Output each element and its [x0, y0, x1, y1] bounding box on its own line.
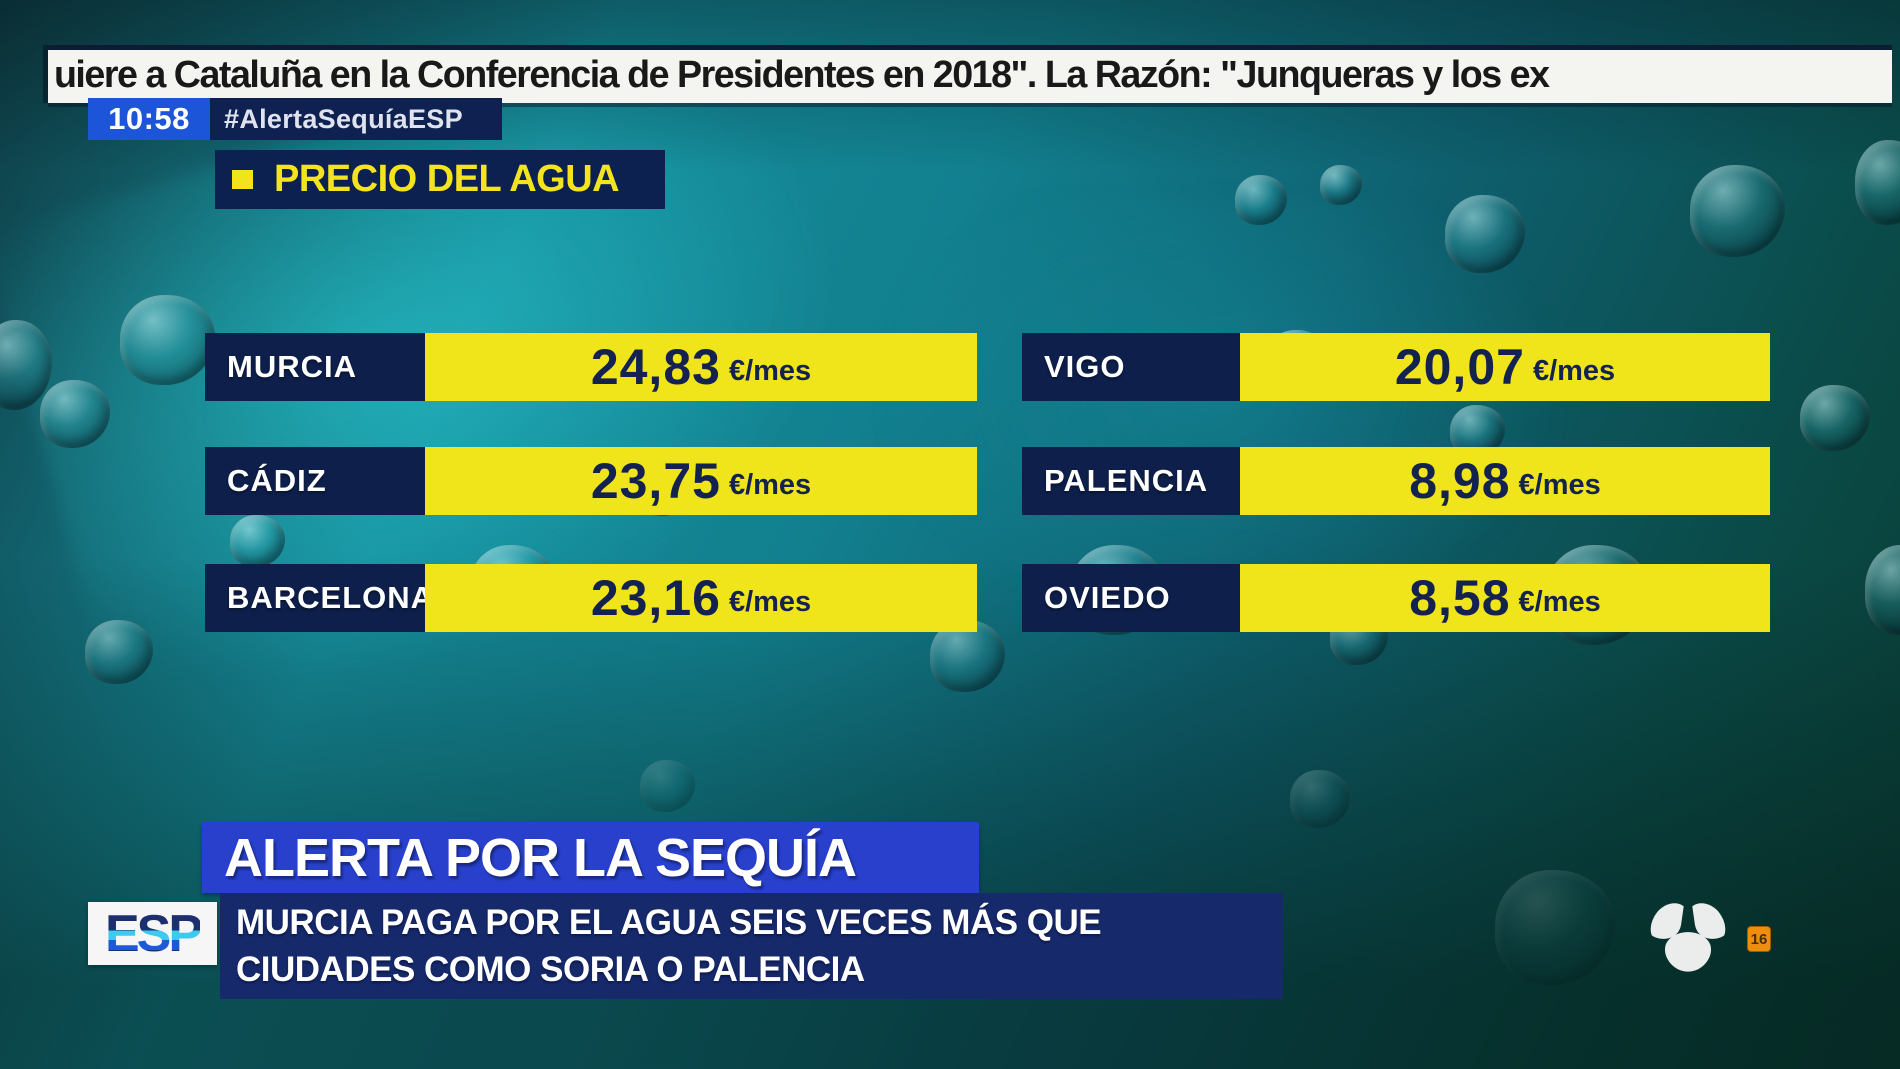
price-value: 20,07 €/mes — [1240, 333, 1770, 401]
hashtag-bar: #AlertaSequíaESP — [210, 98, 502, 140]
subtitle-line-1: MURCIA PAGA POR EL AGUA SEIS VECES MÁS Q… — [236, 903, 1102, 942]
headline-text: ALERTA POR LA SEQUÍA — [224, 827, 857, 888]
water-droplet — [120, 295, 215, 385]
city-name: VIGO — [1044, 349, 1126, 384]
water-droplet — [1495, 870, 1615, 985]
water-droplet — [1445, 195, 1525, 273]
water-droplet — [1290, 770, 1350, 828]
section-title: PRECIO DEL AGUA — [274, 158, 620, 200]
water-droplet — [1690, 165, 1785, 257]
subtitle-line-2: CIUDADES COMO SORIA O PALENCIA — [236, 950, 865, 989]
water-droplet — [1800, 385, 1870, 451]
clock-time: 10:58 — [108, 101, 190, 136]
antena3-logo-icon — [1650, 903, 1726, 972]
headline-banner: ALERTA POR LA SEQUÍA — [202, 822, 979, 893]
news-ticker: uiere a Cataluña en la Conferencia de Pr… — [48, 45, 1892, 103]
section-title-panel: PRECIO DEL AGUA — [215, 150, 665, 209]
price-amount: 8,98 — [1409, 453, 1511, 509]
city-name: BARCELONA — [227, 580, 435, 615]
esp-logo-text: ESP — [104, 904, 203, 963]
city-name: OVIEDO — [1044, 580, 1171, 615]
price-value: 23,75 €/mes — [425, 447, 977, 515]
city-label: PALENCIA — [1022, 447, 1240, 515]
city-name: PALENCIA — [1044, 463, 1209, 498]
esp-program-logo: ESP — [88, 902, 217, 965]
price-amount: 23,75 — [590, 453, 721, 509]
price-amount: 23,16 — [590, 570, 721, 626]
city-label: CÁDIZ — [205, 447, 425, 515]
water-droplet — [40, 380, 110, 448]
city-name: MURCIA — [227, 349, 357, 384]
city-label: VIGO — [1022, 333, 1240, 401]
price-amount: 20,07 — [1394, 339, 1525, 395]
water-droplet — [85, 620, 153, 684]
clock: 10:58 — [88, 98, 210, 140]
subtitle-band: MURCIA PAGA POR EL AGUA SEIS VECES MÁS Q… — [220, 893, 1283, 999]
price-unit: €/mes — [1518, 468, 1601, 501]
age-rating-badge: 16 — [1747, 926, 1771, 952]
price-unit: €/mes — [1518, 585, 1601, 618]
city-label: BARCELONA — [205, 564, 433, 632]
price-unit: €/mes — [1532, 354, 1616, 387]
price-value: 8,98 €/mes — [1240, 447, 1770, 515]
water-droplet — [1235, 175, 1287, 225]
price-unit: €/mes — [728, 468, 812, 501]
city-name: CÁDIZ — [227, 463, 327, 498]
price-amount: 24,83 — [590, 339, 721, 395]
price-value: 24,83 €/mes — [425, 333, 977, 401]
price-value: 23,16 €/mes — [425, 564, 977, 632]
water-droplet — [1855, 140, 1900, 225]
water-droplet — [230, 515, 285, 567]
city-label: MURCIA — [205, 333, 425, 401]
price-unit: €/mes — [728, 354, 812, 387]
water-droplet — [1865, 545, 1900, 635]
price-unit: €/mes — [728, 585, 812, 618]
water-droplet — [1320, 165, 1362, 205]
water-droplet — [640, 760, 695, 812]
price-value: 8,58 €/mes — [1240, 564, 1770, 632]
hashtag-text: #AlertaSequíaESP — [224, 103, 463, 134]
yellow-square-bullet-icon — [232, 170, 253, 189]
ticker-text: uiere a Cataluña en la Conferencia de Pr… — [53, 54, 1550, 96]
price-amount: 8,58 — [1409, 570, 1511, 626]
city-label: OVIEDO — [1022, 564, 1240, 632]
